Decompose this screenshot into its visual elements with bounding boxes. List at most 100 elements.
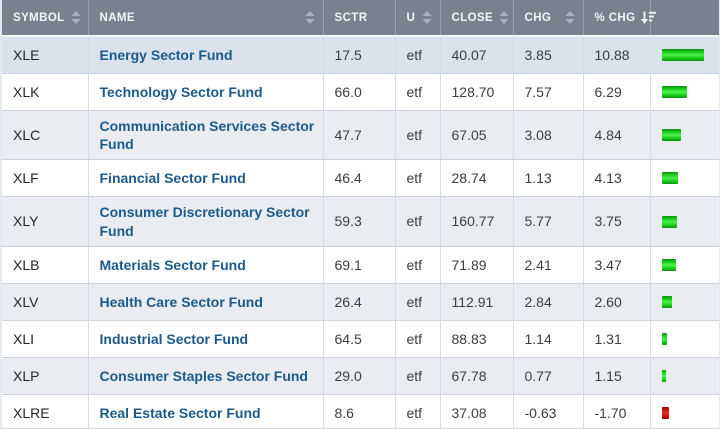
close-cell: 71.89	[440, 246, 514, 284]
pct-change-bar-cell	[650, 73, 719, 111]
column-header-symbol[interactable]: SYMBOL	[2, 0, 89, 37]
pctchg-cell: 10.88	[583, 36, 651, 74]
symbol-cell: XLRE	[2, 394, 89, 428]
positive-change-bar	[661, 49, 704, 61]
pct-change-bar-cell	[650, 394, 719, 428]
fund-name-link[interactable]: Consumer Staples Sector Fund	[99, 367, 308, 384]
chg-cell: 3.85	[513, 36, 584, 74]
u-cell: etf	[395, 246, 441, 284]
sctr-cell: 59.3	[323, 196, 396, 247]
fund-name-link[interactable]: Health Care Sector Fund	[99, 293, 263, 310]
table-row: XLK Technology Sector Fund 66.0 etf 128.70 7.…	[2, 73, 719, 111]
fund-name-link[interactable]: Financial Sector Fund	[99, 170, 246, 187]
pct-change-bar-cell	[650, 246, 719, 284]
chg-cell: -0.63	[513, 394, 584, 428]
pctchg-cell: 4.13	[583, 159, 651, 198]
chg-cell: 3.08	[513, 110, 584, 161]
name-cell: Technology Sector Fund	[88, 73, 324, 111]
pct-change-bar-cell	[650, 196, 719, 247]
positive-change-bar	[661, 215, 677, 228]
sctr-cell: 8.6	[323, 394, 396, 428]
u-cell: etf	[395, 283, 441, 321]
column-header-pctchg[interactable]: % CHG	[583, 0, 657, 37]
pct-change-bar-cell	[650, 36, 719, 74]
symbol-cell: XLK	[2, 73, 89, 111]
column-header-label: SCTR	[334, 11, 368, 24]
column-header-sctr: SCTR	[323, 0, 396, 37]
u-cell: etf	[395, 394, 441, 428]
fund-name-link[interactable]: Energy Sector Fund	[99, 46, 233, 63]
column-header-u[interactable]: U	[395, 0, 441, 37]
sort-icon	[499, 11, 509, 24]
column-header-close[interactable]: CLOSE	[440, 0, 514, 37]
sctr-cell: 26.4	[323, 283, 396, 321]
sctr-cell: 29.0	[323, 357, 396, 395]
u-cell: etf	[395, 110, 441, 161]
fund-name-link[interactable]: Real Estate Sector Fund	[99, 404, 261, 421]
symbol-cell: XLC	[2, 110, 89, 161]
sort-icon	[422, 11, 431, 24]
positive-change-bar	[661, 332, 667, 345]
chg-cell: 2.41	[513, 246, 584, 284]
column-header-name[interactable]: NAME	[88, 0, 324, 37]
close-cell: 67.05	[440, 110, 514, 161]
pct-change-bar-cell	[650, 283, 719, 321]
pctchg-cell: 1.31	[583, 320, 651, 358]
positive-change-bar	[661, 172, 678, 185]
close-cell: 67.78	[440, 357, 514, 395]
fund-name-link[interactable]: Consumer Discretionary Sector Fund	[99, 204, 310, 239]
pctchg-cell: 3.75	[583, 196, 651, 247]
chg-cell: 7.57	[513, 73, 584, 111]
pctchg-cell: 4.84	[583, 110, 651, 161]
column-header-label: NAME	[99, 11, 135, 24]
column-header-label: % CHG	[594, 11, 636, 24]
close-cell: 88.83	[440, 320, 514, 358]
chg-cell: 5.77	[513, 196, 584, 247]
name-cell: Communication Services Sector Fund	[88, 110, 324, 161]
positive-change-bar	[661, 295, 672, 308]
sort-icon	[305, 11, 314, 24]
close-cell: 40.07	[440, 36, 514, 74]
name-cell: Consumer Discretionary Sector Fund	[88, 196, 324, 247]
fund-name-link[interactable]: Materials Sector Fund	[99, 256, 246, 273]
u-cell: etf	[395, 36, 441, 74]
pct-change-bar-cell	[650, 320, 719, 358]
pctchg-cell: 2.60	[583, 283, 651, 321]
name-cell: Materials Sector Fund	[88, 246, 324, 284]
u-cell: etf	[395, 73, 441, 111]
name-cell: Energy Sector Fund	[88, 36, 324, 74]
negative-change-bar	[661, 406, 669, 419]
close-cell: 128.70	[440, 73, 514, 111]
table-row: XLF Financial Sector Fund 46.4 etf 28.74 1.13…	[2, 159, 719, 198]
table-row: XLV Health Care Sector Fund 26.4 etf 112.91 2…	[2, 283, 719, 321]
sctr-cell: 66.0	[323, 73, 396, 111]
table-row: XLRE Real Estate Sector Fund 8.6 etf 37.08 -0…	[2, 394, 719, 428]
column-header-label: SYMBOL	[13, 11, 65, 24]
table-row: XLP Consumer Staples Sector Fund 29.0 etf 67…	[2, 357, 719, 395]
u-cell: etf	[395, 196, 441, 247]
fund-name-link[interactable]: Communication Services Sector Fund	[99, 118, 315, 153]
fund-name-link[interactable]: Industrial Sector Fund	[99, 330, 249, 347]
table-row: XLI Industrial Sector Fund 64.5 etf 88.83 1.1…	[2, 320, 719, 358]
name-cell: Real Estate Sector Fund	[88, 394, 324, 428]
close-cell: 28.74	[440, 159, 514, 198]
table-row: XLY Consumer Discretionary Sector Fund 59.…	[2, 196, 719, 247]
sort-icon	[565, 11, 574, 24]
fund-name-link[interactable]: Technology Sector Fund	[99, 83, 263, 100]
name-cell: Industrial Sector Fund	[88, 320, 324, 358]
symbol-cell: XLV	[2, 283, 89, 321]
pct-change-bar-cell	[650, 110, 719, 161]
name-cell: Financial Sector Fund	[88, 159, 324, 198]
u-cell: etf	[395, 320, 441, 358]
positive-change-bar	[661, 369, 666, 382]
column-header-bar	[650, 0, 719, 37]
pctchg-cell: -1.70	[583, 394, 651, 428]
name-cell: Consumer Staples Sector Fund	[88, 357, 324, 395]
sort-icon	[71, 11, 81, 24]
column-header-label: U	[406, 11, 416, 24]
pct-change-bar-cell	[650, 159, 719, 198]
symbol-cell: XLE	[2, 36, 89, 74]
column-header-chg[interactable]: CHG	[513, 0, 584, 37]
